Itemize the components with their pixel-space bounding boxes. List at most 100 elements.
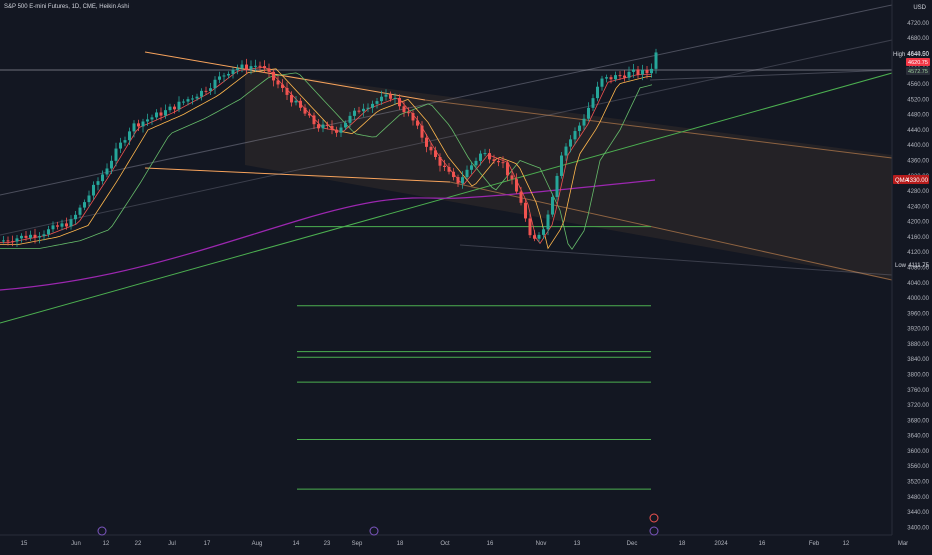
- candle-body: [564, 146, 568, 156]
- candle-body: [609, 77, 613, 80]
- candle-body: [551, 196, 554, 215]
- trend-line-mid: [0, 39, 893, 236]
- candle-body: [195, 96, 199, 99]
- price-tick-label: 3960.00: [907, 311, 929, 317]
- candle-body: [114, 148, 118, 161]
- low-label: Low: [895, 263, 907, 269]
- candle-body: [182, 101, 185, 103]
- time-tick-label: 2024: [714, 541, 728, 547]
- candle-body: [407, 112, 410, 114]
- candle-body: [231, 69, 235, 74]
- green-price-value: 4572.75: [908, 69, 928, 75]
- candle-body: [438, 156, 442, 166]
- time-tick-label: 16: [487, 541, 494, 547]
- candle-body: [344, 122, 347, 128]
- candle-body: [465, 169, 469, 178]
- candle-body: [519, 191, 523, 203]
- candle-body: [119, 142, 122, 149]
- price-tick-label: 3480.00: [907, 495, 929, 501]
- candle-body: [632, 69, 635, 72]
- price-tick-label: 4720.00: [907, 21, 929, 27]
- candle-body: [393, 98, 397, 100]
- candle-body: [542, 229, 545, 235]
- price-axis-bg: [892, 0, 932, 550]
- time-tick-label: 22: [135, 541, 142, 547]
- candle-body: [65, 223, 68, 227]
- candle-body: [249, 66, 253, 70]
- candle-body: [348, 115, 352, 123]
- channel-fill: [245, 70, 892, 280]
- candle-body: [389, 94, 392, 99]
- last-price-tag: [906, 58, 930, 66]
- candle-body: [15, 238, 19, 242]
- candle-body: [312, 115, 316, 125]
- price-tick-label: 3720.00: [907, 403, 929, 409]
- candle-body: [110, 160, 113, 169]
- candle-body: [425, 137, 428, 147]
- trend-line-lower: [459, 244, 893, 276]
- candle-body: [560, 155, 563, 176]
- candle-body: [218, 76, 221, 80]
- price-tick-label: 4480.00: [907, 113, 929, 119]
- event-marker-icon: [369, 526, 379, 536]
- time-tick-label: Dec: [627, 541, 638, 547]
- candle-body: [587, 107, 590, 119]
- time-tick-label: 13: [574, 541, 581, 547]
- candle-body: [321, 124, 325, 129]
- last-price-value: 4620.75: [908, 60, 928, 66]
- candle-body: [470, 165, 473, 170]
- time-tick-label: 15: [21, 541, 28, 547]
- candle-body: [236, 68, 239, 70]
- low-value: 4111.75: [908, 263, 929, 269]
- candle-body: [456, 177, 460, 184]
- candle-body: [654, 52, 658, 69]
- candle-body: [281, 84, 284, 88]
- time-tick-label: 23: [324, 541, 331, 547]
- candle-body: [398, 98, 401, 107]
- candle-body: [578, 125, 581, 132]
- candle-body: [222, 75, 226, 77]
- candle-body: [614, 75, 617, 80]
- candle-body: [101, 174, 104, 182]
- time-tick-label: 12: [843, 541, 850, 547]
- candle-body: [276, 80, 280, 85]
- time-tick-label: Feb: [809, 541, 820, 547]
- candle-body: [528, 218, 532, 236]
- candle-body: [56, 225, 59, 227]
- candle-body: [177, 101, 181, 110]
- candle-body: [375, 101, 379, 104]
- candle-body: [627, 71, 631, 78]
- candle-body: [402, 106, 406, 113]
- price-tick-label: 3520.00: [907, 480, 929, 486]
- price-tick-label: 3880.00: [907, 342, 929, 348]
- currency-label[interactable]: USD: [913, 5, 926, 11]
- candle-body: [497, 161, 500, 163]
- candle-body: [24, 235, 28, 238]
- candle-body: [51, 225, 55, 230]
- price-tick-label: 4040.00: [907, 281, 929, 287]
- candle-body: [294, 100, 298, 103]
- time-tick-label: 16: [759, 541, 766, 547]
- qma-label: QMA: [895, 178, 909, 184]
- candle-body: [209, 88, 212, 91]
- candle-body: [326, 124, 329, 126]
- green-price-tag: [906, 67, 930, 75]
- price-tick-label: 3640.00: [907, 434, 929, 440]
- candle-body: [569, 139, 572, 147]
- price-tick-label: 3800.00: [907, 373, 929, 379]
- candle-body: [452, 171, 455, 178]
- price-tick-label: 4280.00: [907, 189, 929, 195]
- candle-body: [74, 214, 77, 220]
- price-tick-label: 4160.00: [907, 235, 929, 241]
- candle-body: [272, 71, 275, 81]
- price-tick-label: 4640.00: [907, 52, 929, 58]
- price-tick-label: 4200.00: [907, 220, 929, 226]
- candle-body: [353, 110, 356, 116]
- ma-purple: [0, 179, 656, 291]
- candle-body: [159, 112, 163, 116]
- candle-body: [443, 165, 446, 168]
- candle-body: [501, 162, 505, 164]
- candle-body: [308, 113, 311, 116]
